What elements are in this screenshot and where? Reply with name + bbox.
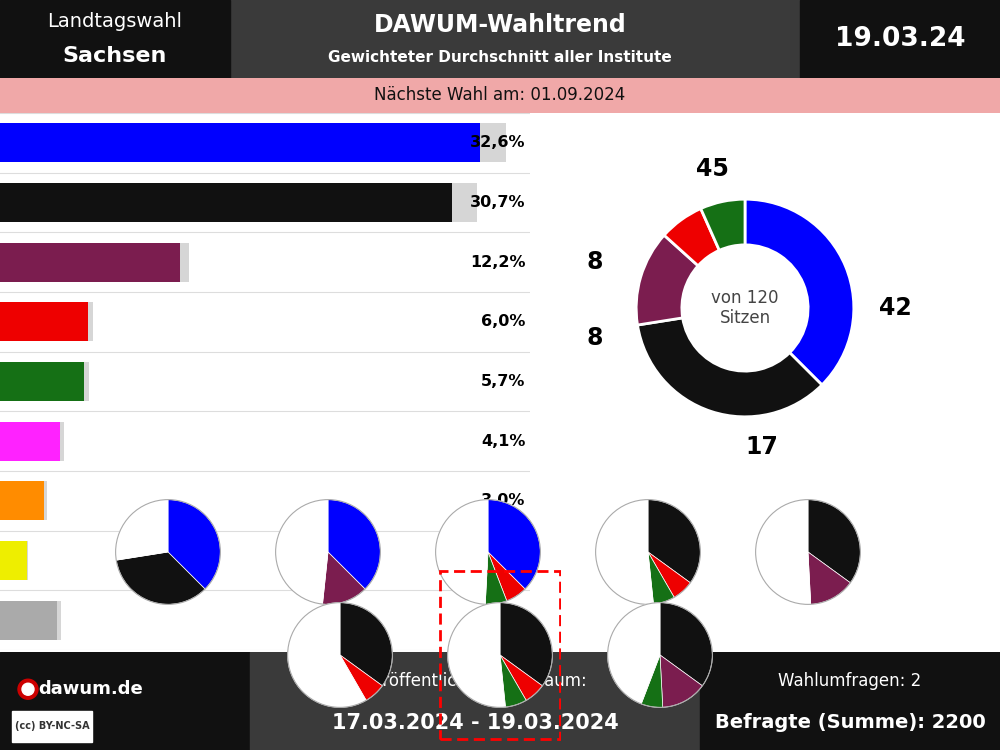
Bar xyxy=(0,541,26,580)
Text: 19.03.24: 19.03.24 xyxy=(835,26,965,52)
Text: 6,0%: 6,0% xyxy=(481,314,526,329)
Wedge shape xyxy=(448,602,505,707)
Bar xyxy=(480,124,506,162)
Wedge shape xyxy=(485,552,507,604)
Text: von 120
Sitzen: von 120 Sitzen xyxy=(711,289,779,328)
Bar xyxy=(800,0,1000,78)
Bar xyxy=(0,422,60,460)
Circle shape xyxy=(22,683,34,695)
Bar xyxy=(0,243,180,281)
Bar xyxy=(0,482,44,520)
Wedge shape xyxy=(436,500,488,604)
Wedge shape xyxy=(116,552,205,604)
Text: 5,7%: 5,7% xyxy=(481,374,526,389)
Wedge shape xyxy=(648,552,674,604)
Text: Befragte (Summe): 2200: Befragte (Summe): 2200 xyxy=(715,713,985,732)
Bar xyxy=(0,601,57,640)
Bar xyxy=(250,652,700,750)
Bar xyxy=(57,601,61,640)
Circle shape xyxy=(18,680,38,699)
Text: 32,6%: 32,6% xyxy=(470,135,526,150)
Text: 30,7%: 30,7% xyxy=(470,195,526,210)
Wedge shape xyxy=(276,500,328,604)
Wedge shape xyxy=(808,552,850,604)
Wedge shape xyxy=(116,500,168,560)
Text: 8: 8 xyxy=(587,251,603,274)
Bar xyxy=(700,652,1000,750)
Wedge shape xyxy=(641,655,663,707)
Wedge shape xyxy=(608,602,660,704)
Wedge shape xyxy=(664,209,719,266)
Wedge shape xyxy=(168,500,220,589)
Text: Sachsen: Sachsen xyxy=(63,46,167,66)
Text: 12,2%: 12,2% xyxy=(470,255,526,270)
Text: 3,9%: 3,9% xyxy=(481,613,526,628)
Text: 4,1%: 4,1% xyxy=(481,433,526,448)
Wedge shape xyxy=(660,602,712,686)
Wedge shape xyxy=(701,200,745,250)
Bar xyxy=(0,362,84,401)
Bar xyxy=(0,302,88,341)
Wedge shape xyxy=(288,602,366,707)
Wedge shape xyxy=(323,552,365,604)
Wedge shape xyxy=(596,500,653,604)
Text: 17: 17 xyxy=(745,435,778,459)
Text: Nächste Wahl am: ​01.09.2024: Nächste Wahl am: ​01.09.2024 xyxy=(374,86,626,104)
Wedge shape xyxy=(500,655,526,707)
Text: Gewichteter Durchschnitt aller Institute: Gewichteter Durchschnitt aller Institute xyxy=(328,50,672,65)
Wedge shape xyxy=(500,602,552,686)
Bar xyxy=(60,422,64,460)
Text: (cc) BY-NC-SA: (cc) BY-NC-SA xyxy=(15,722,89,731)
Text: Wahlumfragen: 2: Wahlumfragen: 2 xyxy=(778,673,922,691)
Bar xyxy=(12,711,92,742)
Wedge shape xyxy=(488,552,525,601)
Text: 3,0%: 3,0% xyxy=(481,494,526,508)
Text: Landtagswahl: Landtagswahl xyxy=(48,12,182,32)
Wedge shape xyxy=(500,655,542,700)
Wedge shape xyxy=(648,552,690,597)
Text: 1,8%: 1,8% xyxy=(481,553,526,568)
Bar xyxy=(180,243,189,281)
Bar xyxy=(0,124,480,162)
Bar xyxy=(0,652,250,750)
Wedge shape xyxy=(340,602,392,686)
Bar xyxy=(452,183,477,222)
Bar xyxy=(84,362,89,401)
Bar xyxy=(0,0,230,78)
Text: dawum.de: dawum.de xyxy=(38,680,143,698)
Wedge shape xyxy=(488,500,540,589)
Wedge shape xyxy=(648,500,700,583)
Wedge shape xyxy=(756,500,811,604)
Text: DAWUM-Wahltrend: DAWUM-Wahltrend xyxy=(374,13,626,37)
Wedge shape xyxy=(808,500,860,583)
Wedge shape xyxy=(660,655,702,707)
Bar xyxy=(44,482,47,520)
Text: 8: 8 xyxy=(587,326,603,350)
Bar xyxy=(88,302,93,341)
Text: 17.03.2024 - 19.03.2024: 17.03.2024 - 19.03.2024 xyxy=(332,712,618,733)
Bar xyxy=(0,183,452,222)
Wedge shape xyxy=(340,655,382,700)
Bar xyxy=(26,541,28,580)
Wedge shape xyxy=(328,500,380,589)
Text: 42: 42 xyxy=(879,296,912,320)
Wedge shape xyxy=(745,200,854,385)
Wedge shape xyxy=(636,236,698,325)
Text: Veröffentlichungszeitraum:: Veröffentlichungszeitraum: xyxy=(363,673,587,691)
Text: 45: 45 xyxy=(696,157,729,181)
Wedge shape xyxy=(638,318,822,417)
